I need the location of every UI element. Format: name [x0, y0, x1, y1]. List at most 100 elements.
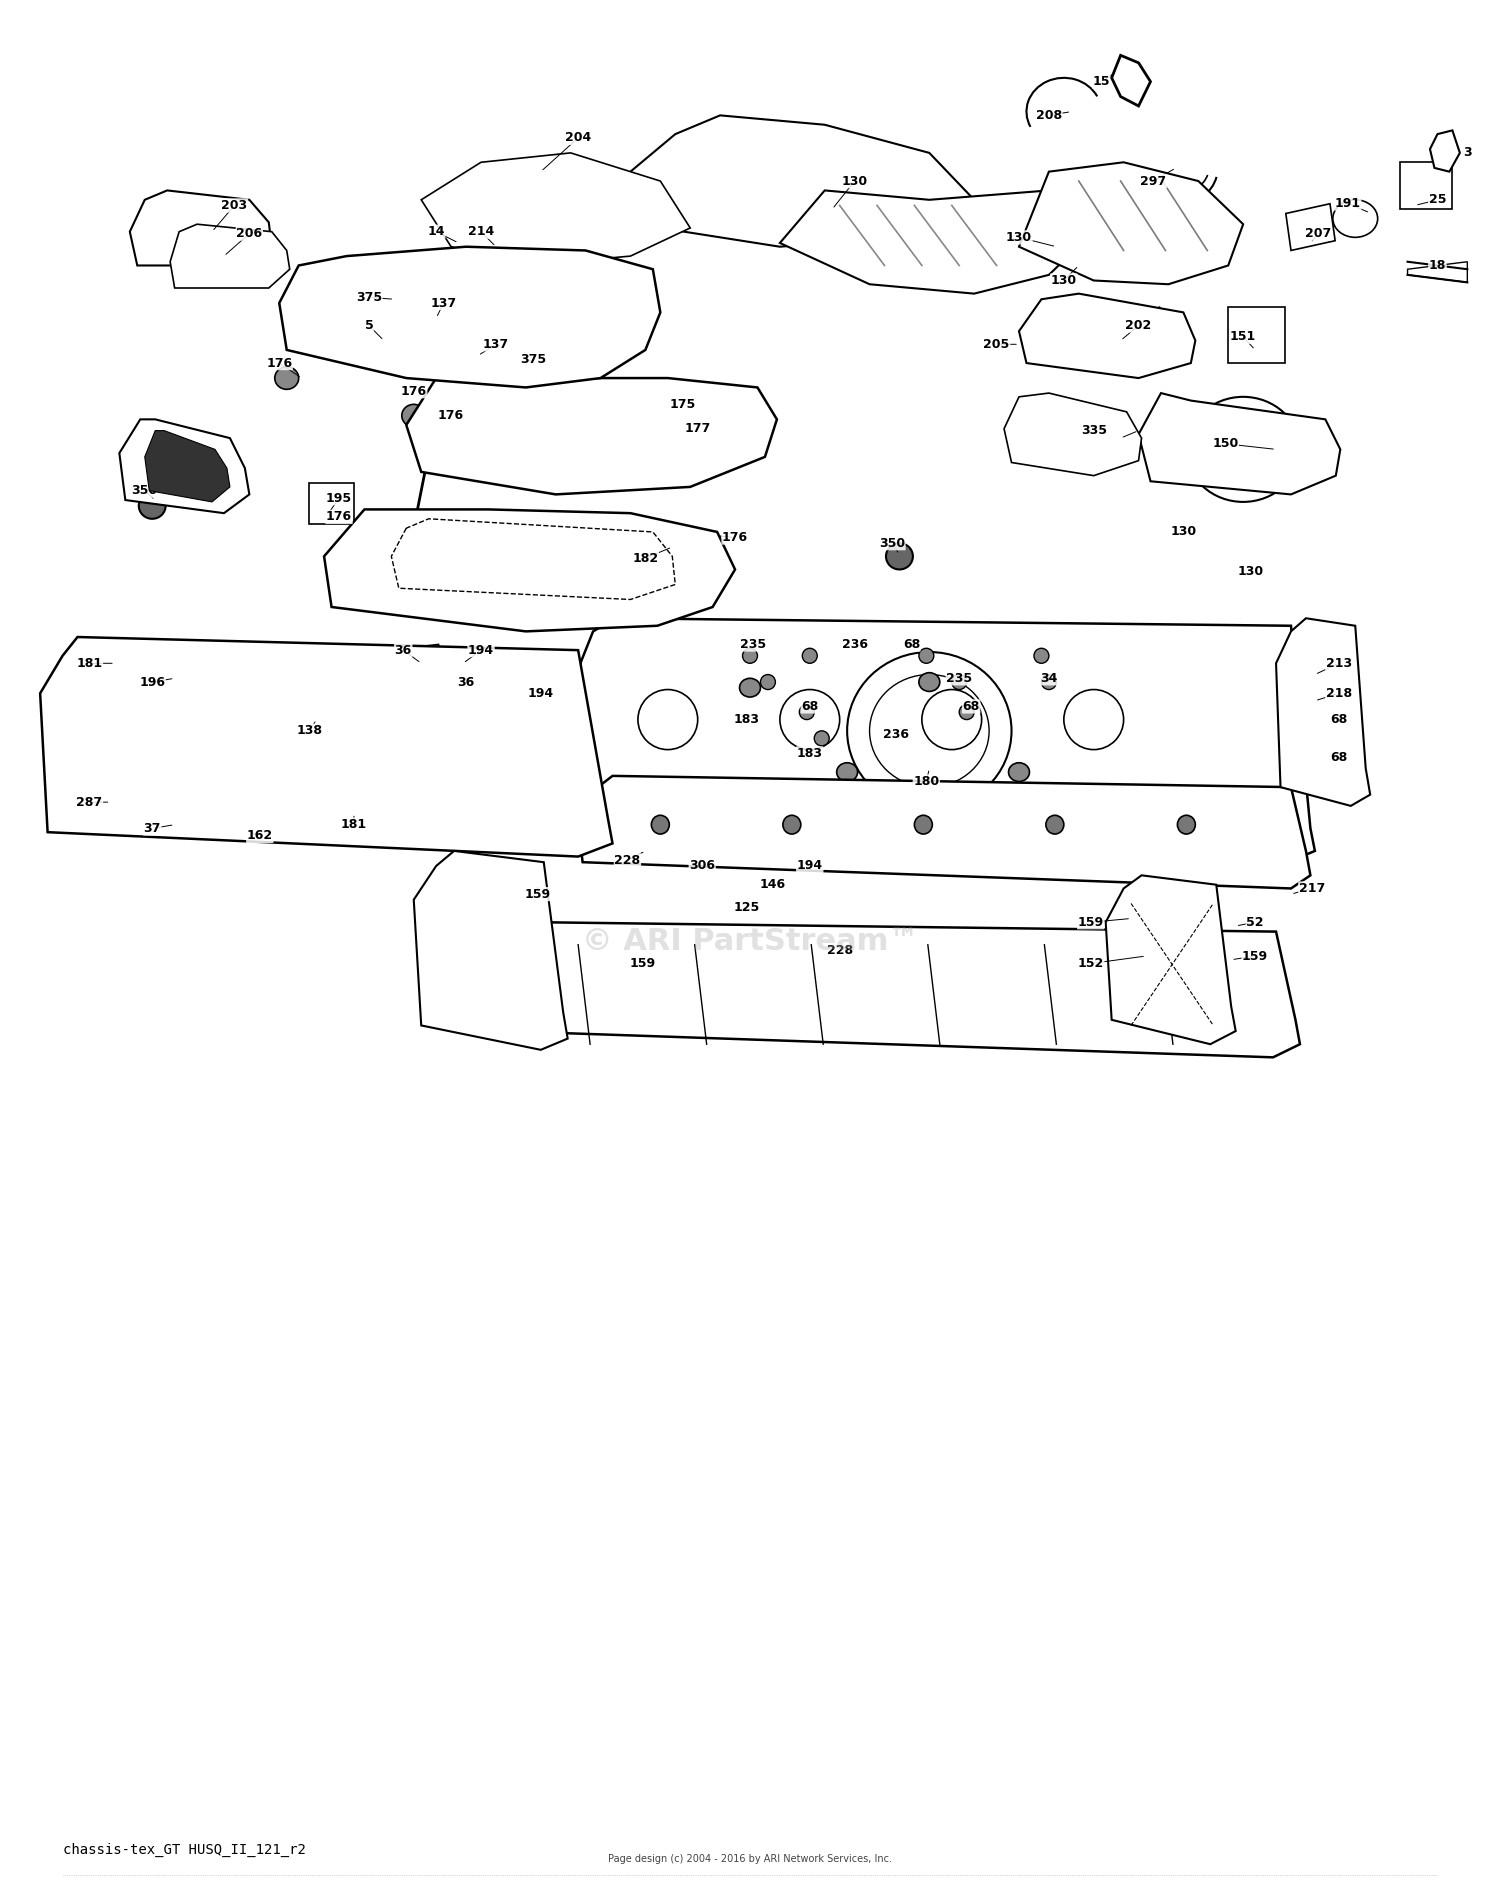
Ellipse shape [760, 674, 776, 689]
Text: 350: 350 [132, 484, 158, 497]
Text: 159: 159 [1242, 950, 1268, 962]
Ellipse shape [396, 655, 411, 670]
Polygon shape [414, 851, 567, 1050]
Text: 34: 34 [1040, 672, 1058, 685]
Text: 180: 180 [914, 775, 939, 789]
Text: 14: 14 [427, 226, 445, 239]
Polygon shape [130, 190, 272, 265]
Text: 159: 159 [1077, 917, 1104, 928]
Text: 183: 183 [734, 713, 760, 726]
Text: 130: 130 [1170, 525, 1197, 538]
Ellipse shape [742, 647, 758, 662]
Text: 176: 176 [326, 510, 352, 523]
Ellipse shape [886, 544, 914, 570]
Polygon shape [496, 922, 1300, 1058]
Ellipse shape [915, 815, 933, 834]
Text: 287: 287 [76, 796, 102, 809]
Ellipse shape [1041, 674, 1056, 689]
Ellipse shape [1308, 764, 1323, 779]
Ellipse shape [951, 674, 966, 689]
Ellipse shape [274, 367, 298, 390]
Text: 183: 183 [796, 747, 824, 760]
Text: 228: 228 [827, 945, 852, 956]
Text: 159: 159 [630, 958, 656, 969]
Ellipse shape [464, 412, 500, 450]
Ellipse shape [800, 704, 814, 719]
Ellipse shape [837, 762, 858, 781]
Ellipse shape [562, 534, 608, 580]
Ellipse shape [531, 412, 566, 450]
Bar [1400, 162, 1452, 209]
Polygon shape [1019, 162, 1244, 284]
Text: 375: 375 [356, 292, 382, 303]
Polygon shape [1112, 55, 1150, 105]
Text: 181: 181 [340, 819, 368, 832]
Polygon shape [1106, 875, 1236, 1045]
Polygon shape [406, 378, 777, 495]
Ellipse shape [597, 412, 633, 450]
Bar [448, 540, 604, 600]
Text: 350: 350 [879, 536, 904, 550]
Text: 25: 25 [1428, 194, 1446, 207]
Text: © ARI PartStream™: © ARI PartStream™ [582, 926, 918, 956]
Text: 68: 68 [1330, 751, 1347, 764]
Text: 130: 130 [1052, 275, 1077, 286]
Polygon shape [324, 510, 735, 630]
Text: 162: 162 [248, 830, 273, 843]
Text: 159: 159 [525, 888, 550, 901]
Text: 37: 37 [144, 822, 160, 836]
Text: 68: 68 [1330, 713, 1347, 726]
Ellipse shape [802, 647, 818, 662]
Polygon shape [1004, 393, 1142, 476]
Ellipse shape [402, 405, 426, 427]
Polygon shape [1276, 619, 1370, 805]
Text: 207: 207 [1305, 228, 1330, 241]
Text: 68: 68 [801, 700, 819, 713]
Text: 146: 146 [759, 879, 786, 892]
Ellipse shape [399, 534, 444, 580]
Text: 150: 150 [1212, 437, 1239, 450]
Ellipse shape [422, 655, 436, 670]
Ellipse shape [372, 256, 486, 369]
Ellipse shape [1046, 815, 1064, 834]
Ellipse shape [920, 672, 940, 691]
Ellipse shape [1308, 736, 1323, 751]
Text: 202: 202 [1125, 320, 1152, 331]
Ellipse shape [447, 433, 471, 455]
Polygon shape [144, 431, 230, 502]
Text: 194: 194 [528, 687, 554, 700]
Bar [402, 644, 444, 719]
Text: 130: 130 [1007, 231, 1032, 245]
Text: 176: 176 [266, 356, 292, 369]
Ellipse shape [492, 689, 507, 704]
Text: 137: 137 [430, 297, 456, 309]
Text: 208: 208 [1036, 109, 1062, 122]
Text: 130: 130 [842, 175, 867, 188]
Polygon shape [422, 152, 690, 265]
Text: 52: 52 [1246, 917, 1264, 928]
Text: 181: 181 [76, 657, 102, 670]
Text: 191: 191 [1335, 198, 1360, 211]
Text: 36: 36 [458, 676, 474, 689]
Text: 18: 18 [1430, 260, 1446, 273]
Ellipse shape [958, 704, 974, 719]
Ellipse shape [815, 730, 830, 745]
Text: 297: 297 [1140, 175, 1167, 188]
Polygon shape [120, 420, 249, 514]
Ellipse shape [1308, 666, 1323, 681]
Text: 176: 176 [438, 408, 464, 422]
Ellipse shape [664, 412, 700, 450]
Text: 36: 36 [394, 644, 412, 657]
Text: 176: 176 [722, 531, 748, 544]
Polygon shape [1138, 393, 1341, 495]
Text: 236: 236 [842, 638, 867, 651]
Ellipse shape [783, 815, 801, 834]
Text: 194: 194 [796, 860, 824, 873]
Text: 130: 130 [1238, 565, 1263, 578]
Text: 375: 375 [520, 352, 546, 365]
Text: 152: 152 [1077, 958, 1104, 969]
Text: 175: 175 [669, 397, 696, 410]
Polygon shape [170, 224, 290, 288]
Text: 218: 218 [1326, 687, 1352, 700]
Bar [1228, 307, 1286, 363]
